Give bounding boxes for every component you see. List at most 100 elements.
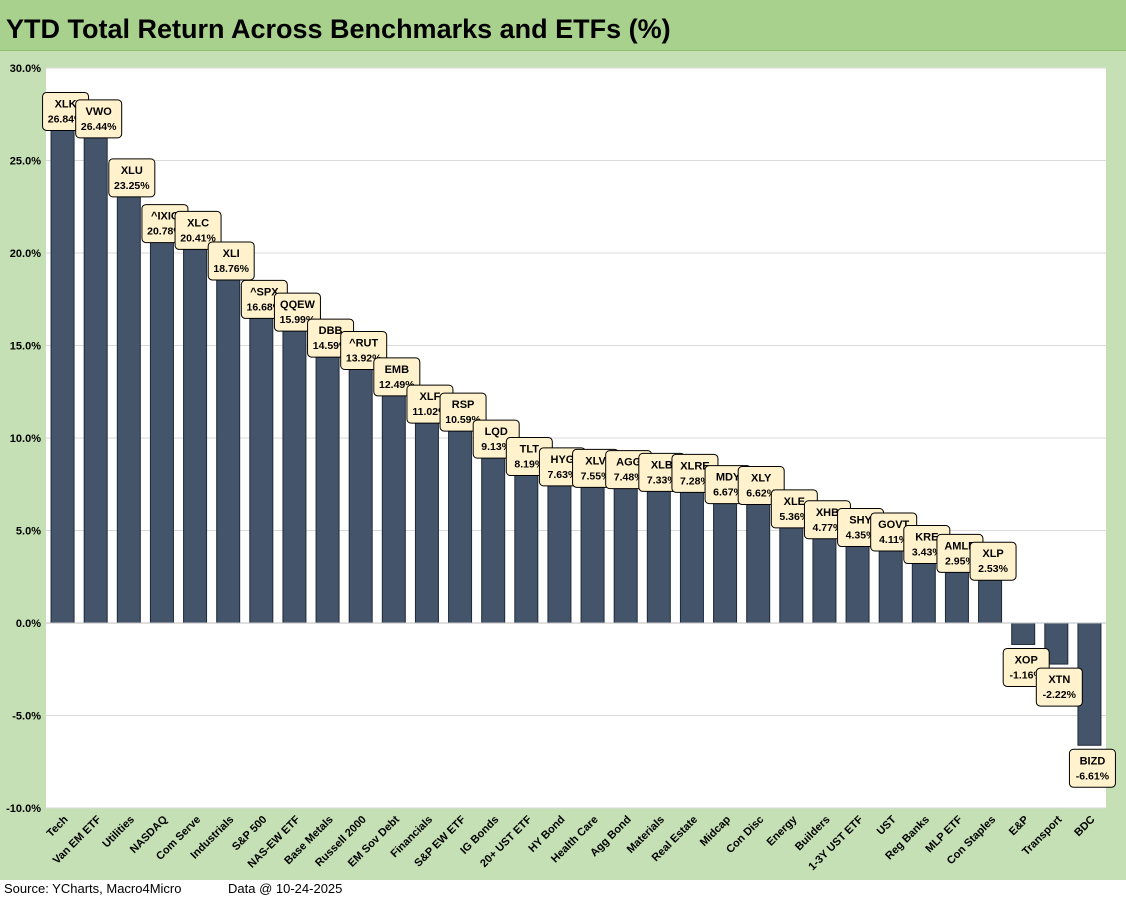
- bar: [1011, 622, 1036, 645]
- bar: [580, 482, 605, 624]
- data-label-value: 20.78%: [147, 226, 183, 238]
- data-label-ticker: AGG: [616, 457, 641, 469]
- bar: [50, 125, 75, 624]
- y-tick-label: 0.0%: [16, 618, 41, 630]
- data-label-value: 4.35%: [846, 530, 876, 542]
- data-label-value: 20.41%: [180, 232, 216, 244]
- data-label-value: 9.13%: [481, 441, 511, 453]
- data-label-value: 16.68%: [247, 301, 283, 313]
- bar: [746, 500, 771, 624]
- data-date-note: Data @ 10-24-2025: [228, 881, 343, 896]
- data-label-value: 26.44%: [81, 121, 117, 133]
- data-label-ticker: EMB: [385, 364, 410, 376]
- bar: [779, 523, 804, 624]
- y-tick-label: 15.0%: [10, 341, 41, 353]
- bar: [547, 481, 572, 624]
- data-label: XLU 23.25%: [108, 158, 156, 198]
- footer: [0, 880, 1126, 906]
- data-label-ticker: XLU: [121, 165, 143, 177]
- bar: [812, 534, 837, 624]
- data-label-value: 11.02%: [412, 406, 448, 418]
- data-label-value: -2.22%: [1043, 689, 1077, 701]
- y-tick-label: 20.0%: [10, 248, 41, 260]
- data-label-ticker: XLK: [55, 98, 77, 110]
- x-tick-label: BDC: [1072, 814, 1097, 839]
- data-label-value: 15.99%: [280, 314, 316, 326]
- data-label-ticker: TLT: [520, 443, 540, 455]
- data-label-value: 7.48%: [614, 472, 644, 484]
- bar: [845, 542, 870, 624]
- data-label-ticker: XLE: [784, 496, 805, 508]
- data-label-value: 14.59%: [313, 340, 349, 352]
- data-label-value: 7.63%: [548, 469, 578, 481]
- data-label-value: 7.28%: [680, 475, 710, 487]
- title-bar: YTD Total Return Across Benchmarks and E…: [0, 0, 1126, 51]
- chart-frame: YTD Total Return Across Benchmarks and E…: [0, 0, 1126, 880]
- data-label-value: 13.92%: [346, 352, 382, 364]
- bar: [514, 470, 539, 624]
- data-label-value: 6.62%: [746, 488, 776, 500]
- chart-title: YTD Total Return Across Benchmarks and E…: [6, 14, 671, 44]
- data-label-value: 10.59%: [445, 414, 481, 426]
- data-label: XLP 2.53%: [969, 541, 1017, 581]
- data-label: BIZD -6.61%: [1068, 748, 1116, 788]
- data-label-value: -6.61%: [1076, 770, 1110, 782]
- data-label-value: 5.36%: [779, 511, 809, 523]
- data-label-ticker: HYG: [551, 454, 575, 466]
- data-label-ticker: ^IXIC: [151, 211, 179, 223]
- y-tick-label: 25.0%: [10, 156, 41, 168]
- data-label-ticker: XOP: [1015, 654, 1038, 666]
- y-tick-label: -10.0%: [6, 803, 41, 815]
- data-label-value: 18.76%: [213, 263, 249, 275]
- source-note: Source: YCharts, Macro4Micro: [4, 881, 182, 896]
- data-label-ticker: AMLP: [944, 540, 975, 552]
- data-label-value: 4.77%: [813, 522, 843, 534]
- data-label-value: -1.16%: [1010, 669, 1044, 681]
- y-tick-label: 5.0%: [16, 526, 41, 538]
- bar: [481, 453, 506, 624]
- data-label-value: 8.19%: [514, 458, 544, 470]
- data-label-value: 26.84%: [48, 113, 84, 125]
- data-label-ticker: XLB: [651, 459, 673, 471]
- data-label-value: 4.11%: [879, 534, 909, 546]
- bar: [381, 391, 406, 624]
- data-label-box: [75, 99, 123, 139]
- bar: [149, 238, 174, 624]
- data-label-ticker: BIZD: [1080, 755, 1106, 767]
- data-label-ticker: GOVT: [878, 519, 909, 531]
- data-label-ticker: ^RUT: [349, 337, 378, 349]
- bar: [679, 487, 704, 624]
- data-label-value: 2.95%: [945, 555, 975, 567]
- data-label-box: [1035, 667, 1083, 707]
- data-label-ticker: XLV: [585, 455, 606, 467]
- x-tick-label: UST: [875, 813, 899, 837]
- bar: [249, 313, 274, 624]
- data-label-value: 12.49%: [379, 379, 415, 391]
- bar: [183, 244, 208, 624]
- data-label-ticker: KRE: [915, 532, 938, 544]
- data-label-value: 7.33%: [647, 474, 677, 486]
- data-label-value: 2.53%: [978, 563, 1008, 575]
- bar: [282, 326, 307, 624]
- bar: [414, 418, 439, 624]
- x-tick-label: E&P: [1007, 814, 1031, 838]
- data-label-value: 3.43%: [912, 547, 942, 559]
- data-label: VWO 26.44%: [75, 99, 123, 139]
- y-tick-label: -5.0%: [12, 711, 41, 723]
- data-label-value: 23.25%: [114, 180, 150, 192]
- bar: [713, 499, 738, 624]
- data-label-box: [969, 541, 1017, 581]
- data-label-ticker: XLC: [187, 217, 209, 229]
- x-tick-label: Tech: [45, 813, 71, 839]
- bar: [878, 546, 903, 624]
- data-label-ticker: XLI: [223, 248, 240, 260]
- bar: [613, 484, 638, 624]
- bar: [348, 364, 373, 624]
- data-label-ticker: XLY: [751, 473, 772, 485]
- data-label: XLC 20.41%: [174, 210, 222, 250]
- bar: [978, 575, 1003, 624]
- y-tick-label: 30.0%: [10, 63, 41, 75]
- data-label: XTN -2.22%: [1035, 667, 1083, 707]
- data-label-value: 6.67%: [713, 487, 743, 499]
- bar: [116, 192, 141, 624]
